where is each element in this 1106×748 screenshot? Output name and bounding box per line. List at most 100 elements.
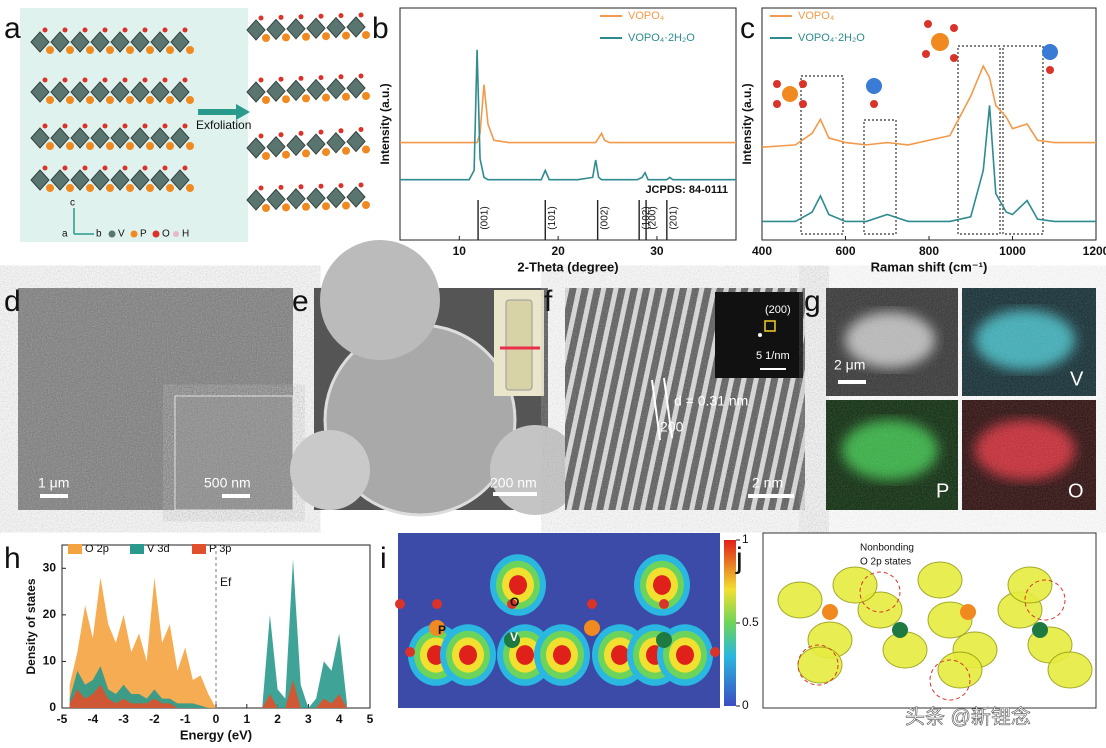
octahedron xyxy=(286,79,306,102)
highlight-box xyxy=(800,75,844,235)
highlight xyxy=(1024,579,1066,621)
isosurfaces xyxy=(777,561,1093,701)
atom xyxy=(86,96,94,104)
x-tick-label: 1200 xyxy=(1083,244,1106,258)
legend-h: H xyxy=(182,229,189,240)
panel-letter: f xyxy=(544,285,553,318)
fft-spot xyxy=(758,333,762,337)
atom xyxy=(142,165,148,171)
atom xyxy=(298,75,304,81)
octahedron xyxy=(70,169,90,191)
atom xyxy=(66,184,74,192)
tem-hole xyxy=(320,240,440,360)
atom xyxy=(182,27,188,33)
octahedron xyxy=(326,78,346,100)
atom xyxy=(429,620,445,636)
atom xyxy=(102,123,108,129)
atom xyxy=(278,132,284,138)
octahedron xyxy=(246,81,266,103)
lobe xyxy=(937,651,983,689)
fft-highlight xyxy=(764,320,776,332)
colorbar xyxy=(724,540,736,706)
octahedron xyxy=(326,132,346,154)
atom xyxy=(258,15,264,21)
x-axis-label: Raman shift (cm⁻¹) xyxy=(871,259,988,274)
map-label: O xyxy=(1068,480,1084,502)
legend-label: VOPO₄·2H₂O xyxy=(798,32,865,44)
atom-label: O xyxy=(510,595,519,609)
scale-bar xyxy=(493,492,537,496)
atom xyxy=(362,31,370,39)
atom xyxy=(126,142,134,150)
octahedron xyxy=(170,127,190,149)
crystal-layers xyxy=(30,12,370,212)
legend-swatch xyxy=(130,544,144,554)
reference-label: (002) xyxy=(599,206,610,229)
lobe xyxy=(832,566,878,604)
atom xyxy=(278,76,284,82)
octahedron xyxy=(150,169,170,191)
atom xyxy=(302,202,310,211)
atom xyxy=(710,647,720,657)
colorbar-label: 0.5 xyxy=(742,615,759,629)
octahedron xyxy=(326,186,346,209)
panel-letter: d xyxy=(4,285,21,318)
atom xyxy=(142,123,148,129)
lobe xyxy=(797,646,843,684)
atom xyxy=(924,20,932,28)
octahedron xyxy=(346,130,366,153)
panel-letter: g xyxy=(804,285,821,318)
atom-label: P xyxy=(438,623,446,637)
lobe xyxy=(777,581,823,619)
octahedron xyxy=(50,31,70,53)
atom xyxy=(950,54,958,62)
reference-label: (101) xyxy=(547,206,558,229)
panel-letter: a xyxy=(4,12,21,45)
octahedron xyxy=(70,81,90,103)
legend-label: P 3p xyxy=(209,543,231,555)
atom xyxy=(302,149,310,158)
octahedron xyxy=(286,18,306,40)
octahedron xyxy=(90,31,110,53)
atom xyxy=(584,620,600,636)
octahedron xyxy=(306,133,326,155)
note: Nonbonding xyxy=(860,543,914,554)
panel-letter: h xyxy=(4,542,21,575)
atom xyxy=(82,77,88,83)
atom xyxy=(142,27,148,33)
atom xyxy=(126,184,134,192)
atom xyxy=(432,599,442,609)
atom xyxy=(182,123,188,129)
octahedron xyxy=(150,81,170,103)
octahedron xyxy=(130,127,150,149)
y-tick-label: 10 xyxy=(43,654,57,668)
y-tick-label: 20 xyxy=(43,607,57,621)
x-tick-label: 2 xyxy=(274,712,281,726)
atom xyxy=(318,75,324,81)
fermi-label: Ef xyxy=(220,575,232,589)
x-tick-label: -2 xyxy=(149,712,160,726)
series-line xyxy=(400,84,736,144)
octahedron xyxy=(130,81,150,103)
scale-bar xyxy=(838,380,866,384)
x-tick-label: -5 xyxy=(57,712,68,726)
x-tick-label: -3 xyxy=(118,712,129,726)
series-area xyxy=(69,577,347,708)
scale-bar xyxy=(222,494,250,498)
atom xyxy=(62,77,68,83)
atom xyxy=(338,128,344,134)
scale-bar xyxy=(748,494,794,498)
panel-letter: j xyxy=(735,542,743,575)
atom xyxy=(82,123,88,129)
x-tick-label: 1 xyxy=(243,712,250,726)
atom xyxy=(659,599,669,609)
density-lobe xyxy=(516,645,534,665)
atom xyxy=(362,145,370,154)
atom xyxy=(186,96,194,104)
atom xyxy=(258,133,264,139)
atom xyxy=(106,142,114,150)
axis-c: c xyxy=(70,198,75,209)
atom xyxy=(1046,66,1054,74)
atom xyxy=(262,34,270,42)
octahedron xyxy=(170,169,190,191)
